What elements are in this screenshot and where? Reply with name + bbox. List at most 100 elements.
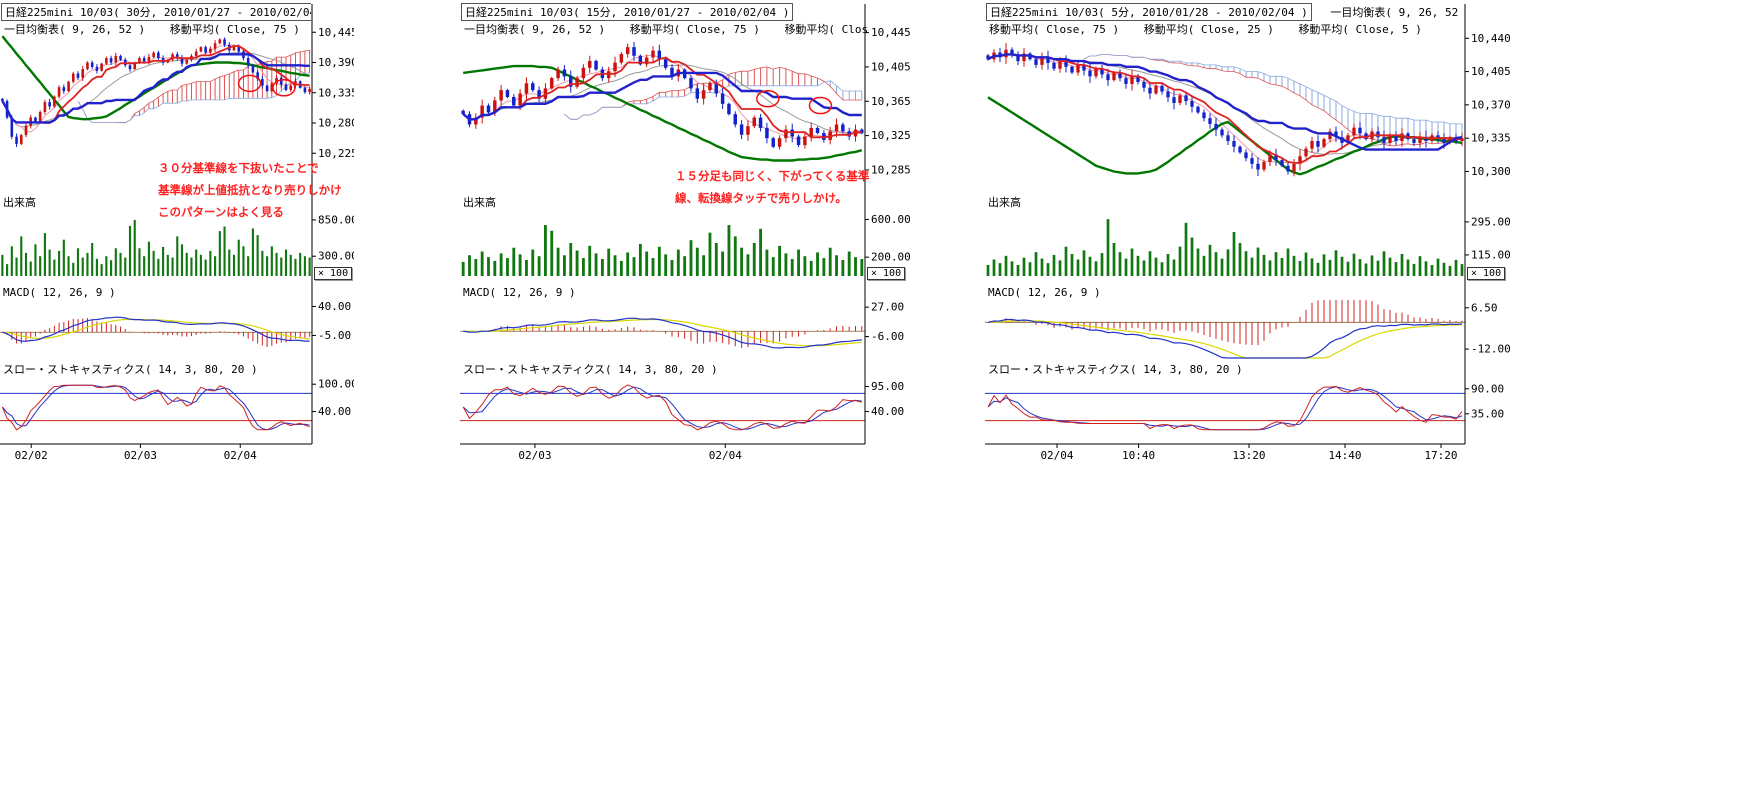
chart-panel-15min: 10,445 10,405 10,365 10,325 10,285 600.00 200.… xyxy=(460,0,911,470)
macd-section-label: MACD( 12, 26, 9 ) xyxy=(463,286,576,299)
svg-text:10,225: 10,225 xyxy=(318,147,354,160)
svg-text:10,445: 10,445 xyxy=(871,26,910,39)
annotation-line: ３０分基準線を下抜いたことで xyxy=(158,161,319,175)
annotation-line: 基準線が上値抵抗となり売りしかけ xyxy=(158,183,342,197)
svg-text:200.00: 200.00 xyxy=(871,251,910,264)
svg-text:02/04: 02/04 xyxy=(1040,449,1073,462)
axes: 10,440 10,405 10,370 10,335 10,300 295.00 115.… xyxy=(985,4,1511,462)
annotation-text-15min: １５分足も同じく、下がってくる基準 線、転換線タッチで売りしかけ。 xyxy=(675,165,869,209)
panel-title-15min: 日経225mini 10/03( 15分, 2010/01/27 - 2010/… xyxy=(461,3,794,21)
stochastics-plot xyxy=(460,384,865,431)
volume-scale-badge: × 100 xyxy=(867,267,906,280)
panel-title-5min: 日経225mini 10/03( 5分, 2010/01/28 - 2010/0… xyxy=(986,3,1312,21)
svg-text:10,405: 10,405 xyxy=(871,60,910,73)
svg-text:-6.00: -6.00 xyxy=(871,330,904,343)
axes: 10,445 10,390 10,335 10,280 10,225 850.00 300.… xyxy=(0,4,358,462)
annotation-line: １５分足も同じく、下がってくる基準 xyxy=(675,169,870,183)
svg-text:10,405: 10,405 xyxy=(1471,65,1511,78)
svg-text:6.50: 6.50 xyxy=(1471,301,1498,314)
moving-averages xyxy=(987,54,1463,176)
chart-svg: 10,445 10,405 10,365 10,325 10,285 600.00 200.… xyxy=(460,4,911,462)
stochastics-plot xyxy=(985,385,1465,431)
highlight-circle xyxy=(808,96,833,115)
chart-canvas-5min[interactable]: 10,440 10,405 10,370 10,335 10,300 295.00 115.… xyxy=(985,0,1520,474)
svg-text:100.00: 100.00 xyxy=(318,378,354,391)
svg-text:90.00: 90.00 xyxy=(1471,382,1504,395)
svg-text:02/03: 02/03 xyxy=(518,449,551,462)
svg-text:35.00: 35.00 xyxy=(1471,407,1504,420)
svg-text:10,280: 10,280 xyxy=(318,117,354,130)
axes: 10,445 10,405 10,365 10,325 10,285 600.00 200.… xyxy=(460,4,911,462)
ichimoku-label: 一目均衡表( 9, 26, 52 ) xyxy=(464,23,606,36)
svg-text:10,335: 10,335 xyxy=(1471,132,1511,145)
kijun-line xyxy=(462,71,862,121)
svg-text:02/04: 02/04 xyxy=(709,449,742,462)
volume-section-label: 出来高 xyxy=(463,196,496,209)
svg-text:295.00: 295.00 xyxy=(1471,215,1511,228)
svg-text:-5.00: -5.00 xyxy=(318,329,351,342)
stoch-section-label: スロー・ストキャスティクス( 14, 3, 80, 20 ) xyxy=(988,363,1243,376)
volume-bars xyxy=(461,225,864,276)
svg-text:10,300: 10,300 xyxy=(1471,165,1511,178)
stoch-section-label: スロー・ストキャスティクス( 14, 3, 80, 20 ) xyxy=(3,363,258,376)
macd-plot xyxy=(0,316,312,347)
ma25-label: 移動平均( Close, 25 ) xyxy=(1143,23,1274,36)
svg-text:600.00: 600.00 xyxy=(871,213,910,226)
macd-plot xyxy=(985,300,1465,359)
svg-text:27.00: 27.00 xyxy=(871,301,904,314)
svg-text:300.00: 300.00 xyxy=(318,250,354,263)
kijun-line xyxy=(1,53,310,124)
svg-text:40.00: 40.00 xyxy=(318,405,351,418)
ichimoku-label: 一目均衡表( 9, 26, 52 ) xyxy=(1330,6,1466,19)
ma75-label: 移動平均( Close, 75 ) xyxy=(989,23,1120,36)
tenkan-line xyxy=(462,56,862,139)
ma25-label: 移動平均( Close, 25 ) xyxy=(784,23,869,36)
volume-section-label: 出来高 xyxy=(988,196,1021,209)
svg-text:10,440: 10,440 xyxy=(1471,32,1511,45)
svg-text:10:40: 10:40 xyxy=(1122,449,1155,462)
svg-text:95.00: 95.00 xyxy=(871,380,904,393)
highlight-circle xyxy=(237,74,262,93)
volume-bars xyxy=(1,219,311,276)
chart-panel-30min: 10,445 10,390 10,335 10,280 10,225 850.00 300.… xyxy=(0,0,358,470)
moving-averages xyxy=(462,54,863,162)
annotation-text-30min: ３０分基準線を下抜いたことで 基準線が上値抵抗となり売りしかけ このパターンはよ… xyxy=(158,157,342,223)
panel-title-30min: 日経225mini 10/03( 30分, 2010/01/27 - 2010/… xyxy=(1,3,311,21)
chart-panel-5min: 10,440 10,405 10,370 10,335 10,300 295.00 115.… xyxy=(985,0,1520,470)
volume-section-label: 出来高 xyxy=(3,196,36,209)
stochastics-plot xyxy=(0,384,312,431)
svg-text:115.00: 115.00 xyxy=(1471,248,1511,261)
svg-text:02/03: 02/03 xyxy=(124,449,157,462)
ma75-label: 移動平均( Close, 75 ) xyxy=(629,23,760,36)
svg-text:10,325: 10,325 xyxy=(871,129,910,142)
kijun-line xyxy=(987,53,1463,151)
macd-section-label: MACD( 12, 26, 9 ) xyxy=(3,286,116,299)
svg-text:10,285: 10,285 xyxy=(871,163,910,176)
annotation-line: このパターンはよく見る xyxy=(158,205,284,219)
annotation-line: 線、転換線タッチで売りしかけ。 xyxy=(675,191,847,205)
svg-text:10,365: 10,365 xyxy=(871,95,910,108)
svg-text:10,335: 10,335 xyxy=(318,86,354,99)
svg-text:13:20: 13:20 xyxy=(1232,449,1265,462)
svg-text:17:20: 17:20 xyxy=(1424,449,1457,462)
volume-scale-badge: × 100 xyxy=(1467,267,1506,280)
volume-scale-badge: × 100 xyxy=(314,267,353,280)
volume-bars xyxy=(986,219,1464,276)
ma75-label: 移動平均( Close, 75 ) xyxy=(169,23,300,36)
svg-text:10,370: 10,370 xyxy=(1471,98,1511,111)
highlight-circle xyxy=(756,89,780,108)
svg-text:40.00: 40.00 xyxy=(318,300,351,313)
candles xyxy=(1,37,311,148)
chart-canvas-30min[interactable]: 10,445 10,390 10,335 10,280 10,225 850.00 300.… xyxy=(0,0,358,474)
svg-text:10,445: 10,445 xyxy=(318,26,354,39)
chart-canvas-15min[interactable]: 10,445 10,405 10,365 10,325 10,285 600.00 200.… xyxy=(460,0,911,474)
highlight-circle xyxy=(272,79,296,97)
tenkan-line xyxy=(987,53,1462,164)
macd-section-label: MACD( 12, 26, 9 ) xyxy=(988,286,1101,299)
svg-text:40.00: 40.00 xyxy=(871,405,904,418)
chart-svg: 10,445 10,390 10,335 10,280 10,225 850.00 300.… xyxy=(0,4,358,462)
svg-text:14:40: 14:40 xyxy=(1328,449,1361,462)
chart-svg: 10,440 10,405 10,370 10,335 10,300 295.00 115.… xyxy=(985,4,1511,462)
ma5-label: 移動平均( Close, 5 ) xyxy=(1298,23,1422,36)
svg-text:-12.00: -12.00 xyxy=(1471,343,1511,356)
